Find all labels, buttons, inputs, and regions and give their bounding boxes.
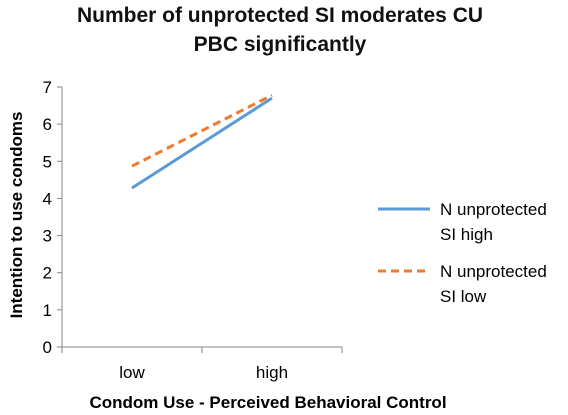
series-line-si-low <box>131 93 273 168</box>
legend-entry-si-high: N unprotected SI high <box>378 200 547 244</box>
chart-title-line-1: Number of unprotected SI moderates CU <box>77 4 483 27</box>
x-tick-label-high: high <box>256 363 288 382</box>
series-line-si-high <box>131 96 273 190</box>
legend-label-si-high-line-2: SI high <box>440 225 493 244</box>
legend-label-si-low-line-1: N unprotected <box>440 262 547 281</box>
y-tick-label: 6 <box>43 115 52 134</box>
y-axis-title: Intention to use condoms <box>7 112 26 319</box>
y-tick-label: 3 <box>43 227 52 246</box>
y-axis-ticks: 0 1 2 3 4 5 6 7 <box>43 78 62 357</box>
x-axis-ticks: low high <box>61 347 343 382</box>
legend-label-si-low-line-2: SI low <box>440 287 487 306</box>
y-tick-label: 5 <box>43 152 52 171</box>
y-tick-label: 7 <box>43 78 52 97</box>
legend-label-si-high-line-1: N unprotected <box>440 200 547 219</box>
y-tick-label: 1 <box>43 301 52 320</box>
x-tick-label-low: low <box>119 363 145 382</box>
series-lines <box>131 93 273 190</box>
legend-entry-si-low: N unprotected SI low <box>378 262 547 306</box>
legend: N unprotected SI high N unprotected SI l… <box>378 200 547 306</box>
y-tick-label: 4 <box>43 189 52 208</box>
x-axis-title: Condom Use - Perceived Behavioral Contro… <box>89 393 446 412</box>
chart-title-line-2: PBC significantly <box>194 33 367 56</box>
y-tick-label: 2 <box>43 264 52 283</box>
y-tick-label: 0 <box>43 338 52 357</box>
